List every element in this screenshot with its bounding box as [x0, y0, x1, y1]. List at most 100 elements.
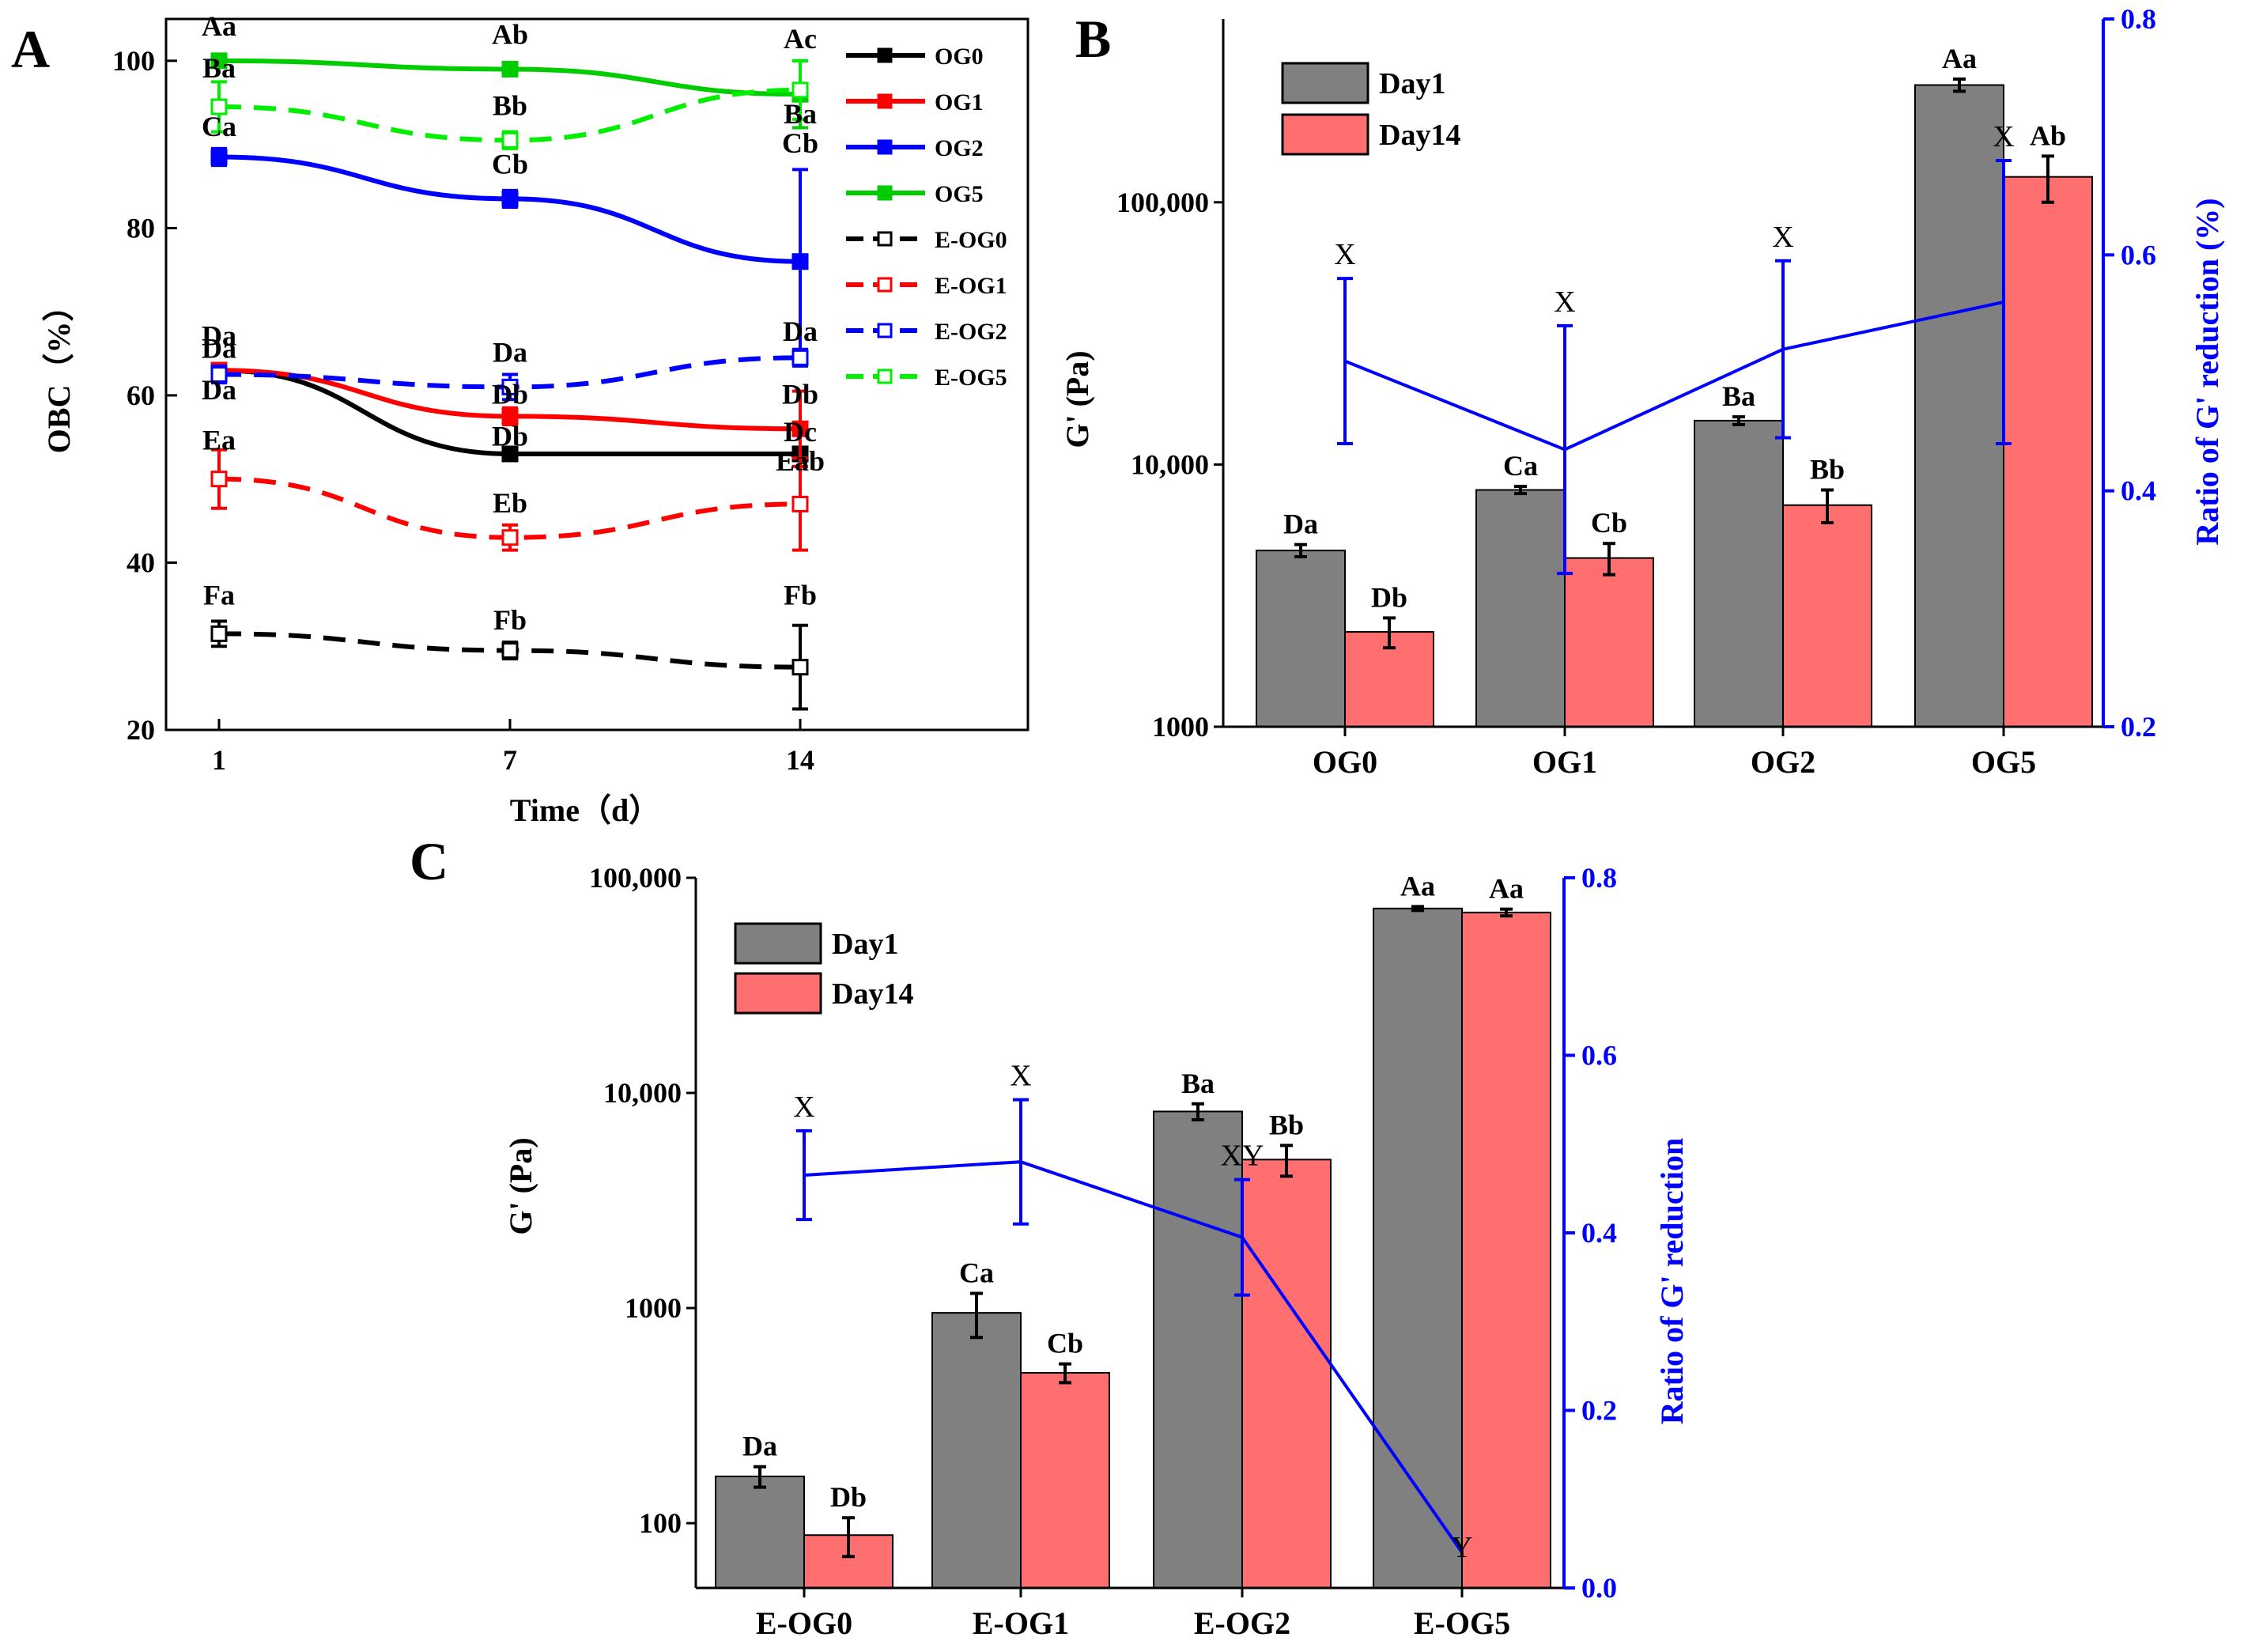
panel-c-ytick-label: 10,000 — [603, 1077, 682, 1109]
panel-c-ratio-line — [803, 1160, 1464, 1554]
panel-a-point-e-og5 — [791, 81, 809, 99]
panel-c-bar-day1 — [1153, 1110, 1243, 1589]
panel-c-ytick-label: 100,000 — [589, 862, 682, 894]
panel-a-legend-label: E-OG1 — [935, 273, 1007, 299]
panel-a-point-e-og1 — [210, 471, 228, 488]
panel-a-legend-label: OG2 — [935, 135, 984, 161]
panel-a-significance-label: Ca — [202, 111, 236, 142]
panel-c-xtick-label: E-OG2 — [1194, 1605, 1290, 1641]
panel-a-significance-label: Da — [493, 337, 527, 369]
panel-a-point-e-og0 — [791, 659, 809, 676]
panel-a-legend-marker — [877, 277, 893, 293]
panel-a-legend-label: E-OG0 — [935, 227, 1007, 253]
panel-a-point-e-og2 — [501, 378, 519, 395]
panel-a-significance-label: Cb — [492, 149, 528, 180]
panel-c-bar-day14 — [1461, 911, 1551, 1589]
panel-b-bar-day14 — [1782, 504, 1872, 728]
panel-b-bar-day1 — [1694, 419, 1784, 728]
panel-c-bar-day14 — [1241, 1159, 1332, 1589]
panel-c-ylabel: G' (Pa) — [503, 1137, 538, 1234]
panel-b-y2tick-label: 0.6 — [2121, 239, 2156, 270]
panel-letter-a: A — [11, 19, 50, 79]
panel-c-ratio-significance-label: X — [793, 1091, 814, 1124]
panel-a-ytick-label: 60 — [127, 380, 155, 411]
panel-b-bar-significance-label: Db — [1371, 581, 1407, 613]
panel-a-significance-label: Cb — [782, 127, 818, 159]
panel-b-y2tick-label: 0.8 — [2121, 3, 2156, 35]
panel-a-frame — [164, 17, 1029, 731]
panel-letter-b: B — [1075, 9, 1111, 69]
panel-a-significance-label: Fa — [203, 579, 235, 611]
panel-a-point-og2 — [501, 190, 519, 207]
panel-b-legend-swatch — [1281, 113, 1369, 156]
panel-b-bar-day14 — [2003, 176, 2093, 728]
panel-b-bar-significance-label: Bb — [1810, 454, 1845, 486]
panel-b-bar-day1 — [1256, 550, 1346, 728]
panel-c-bar-significance-label: Cb — [1047, 1328, 1083, 1359]
panel-c-bar-significance-label: Aa — [1489, 873, 1524, 905]
panel-a-point-og0 — [501, 445, 519, 463]
panel-a-significance-label: Da — [202, 319, 236, 351]
panel-c-legend-swatch — [734, 922, 822, 965]
panel-c-ratio-significance-label: Y — [1451, 1531, 1472, 1564]
panel-c-y2label: Ratio of G' reduction — [1654, 1138, 1690, 1425]
panel-c-xtick-label: E-OG0 — [756, 1605, 852, 1641]
panel-a-significance-label: Da — [202, 332, 236, 364]
panel-b-legend: Day1 Day14 — [1281, 62, 1460, 156]
panel-c-y2tick-label: 0.4 — [1581, 1217, 1617, 1249]
panel-a-significance-label: Fb — [493, 604, 527, 636]
panel-c-bar-day1 — [1373, 907, 1463, 1590]
panel-a-significance-label: Bb — [493, 90, 527, 122]
panel-a-point-og1 — [791, 420, 809, 437]
panel-a-significance-label: Ea — [202, 425, 236, 456]
panel-a-significance-label: Da — [783, 316, 818, 347]
panel-a-point-e-og0 — [501, 642, 519, 660]
panel-b-y2label: Ratio of G' reduction (%) — [2189, 198, 2225, 545]
panel-a-significance-label: Da — [202, 374, 236, 406]
panel-a-legend-marker — [877, 185, 893, 201]
panel-c-legend: Day1 Day14 — [734, 922, 913, 1015]
panel-c-bar-day1 — [715, 1475, 805, 1590]
panel-a-point-og2 — [210, 149, 228, 166]
panel-b-y2tick-label: 0.2 — [2121, 711, 2156, 743]
panel-c-bar-significance-label: Db — [830, 1481, 867, 1513]
panel-a-ytick-label: 20 — [127, 714, 155, 746]
panel-a-significance-label: Ba — [784, 98, 817, 130]
panel-b-xtick-label: OG0 — [1313, 744, 1377, 780]
panel-a-significance-label: Ab — [492, 19, 528, 51]
panel-b-ratio-significance-label: X — [1554, 285, 1575, 319]
panel-a-point-og5 — [501, 60, 519, 77]
panel-c-y2tick-label: 0.2 — [1581, 1395, 1617, 1427]
panel-c-legend-label: Day14 — [832, 977, 913, 1011]
panel-b-ytick-label: 100,000 — [1116, 187, 1209, 218]
panel-c-ytick-label: 100 — [639, 1507, 682, 1539]
panel-a-significance-label: Db — [492, 420, 528, 452]
panel-a-point-e-og2 — [210, 366, 228, 383]
panel-a-legend-marker — [877, 47, 893, 63]
panel-b-bar-day1 — [1914, 84, 2004, 728]
panel-c-bar-significance-label: Bb — [1269, 1109, 1304, 1140]
panel-a-point-e-og5 — [501, 131, 519, 149]
panel-a-legend-marker — [877, 323, 893, 338]
panel-a-significance-label: Db — [782, 379, 818, 410]
panel-a-significance-label: Dc — [784, 416, 817, 448]
panel-b-xtick-label: OG5 — [1971, 744, 2036, 780]
panel-c-legend-label: Day1 — [832, 928, 898, 961]
panel-b-legend-swatch — [1281, 62, 1369, 104]
panel-b-bar-significance-label: Cb — [1591, 507, 1627, 539]
panel-b-ratio-significance-label: X — [1772, 221, 1793, 254]
panel-c-legend-swatch — [734, 972, 822, 1015]
panel-a-legend-marker — [877, 93, 893, 109]
panel-c-bar-day14 — [1020, 1371, 1110, 1590]
panel-a-legend-marker — [877, 231, 893, 247]
panel-a-significance-label: Fb — [784, 579, 817, 611]
panel-a-point-e-og2 — [791, 349, 809, 366]
panel-c-bar-significance-label: Aa — [1400, 870, 1435, 902]
panel-b-bar-day14 — [1564, 557, 1654, 728]
panel-a-point-e-og1 — [501, 529, 519, 546]
panel-b-xtick-label: OG1 — [1532, 744, 1597, 780]
panel-c-bar-significance-label: Da — [742, 1431, 777, 1462]
panel-a-legend-label: E-OG5 — [935, 365, 1007, 391]
panel-c-y2tick-label: 0.6 — [1581, 1040, 1617, 1072]
